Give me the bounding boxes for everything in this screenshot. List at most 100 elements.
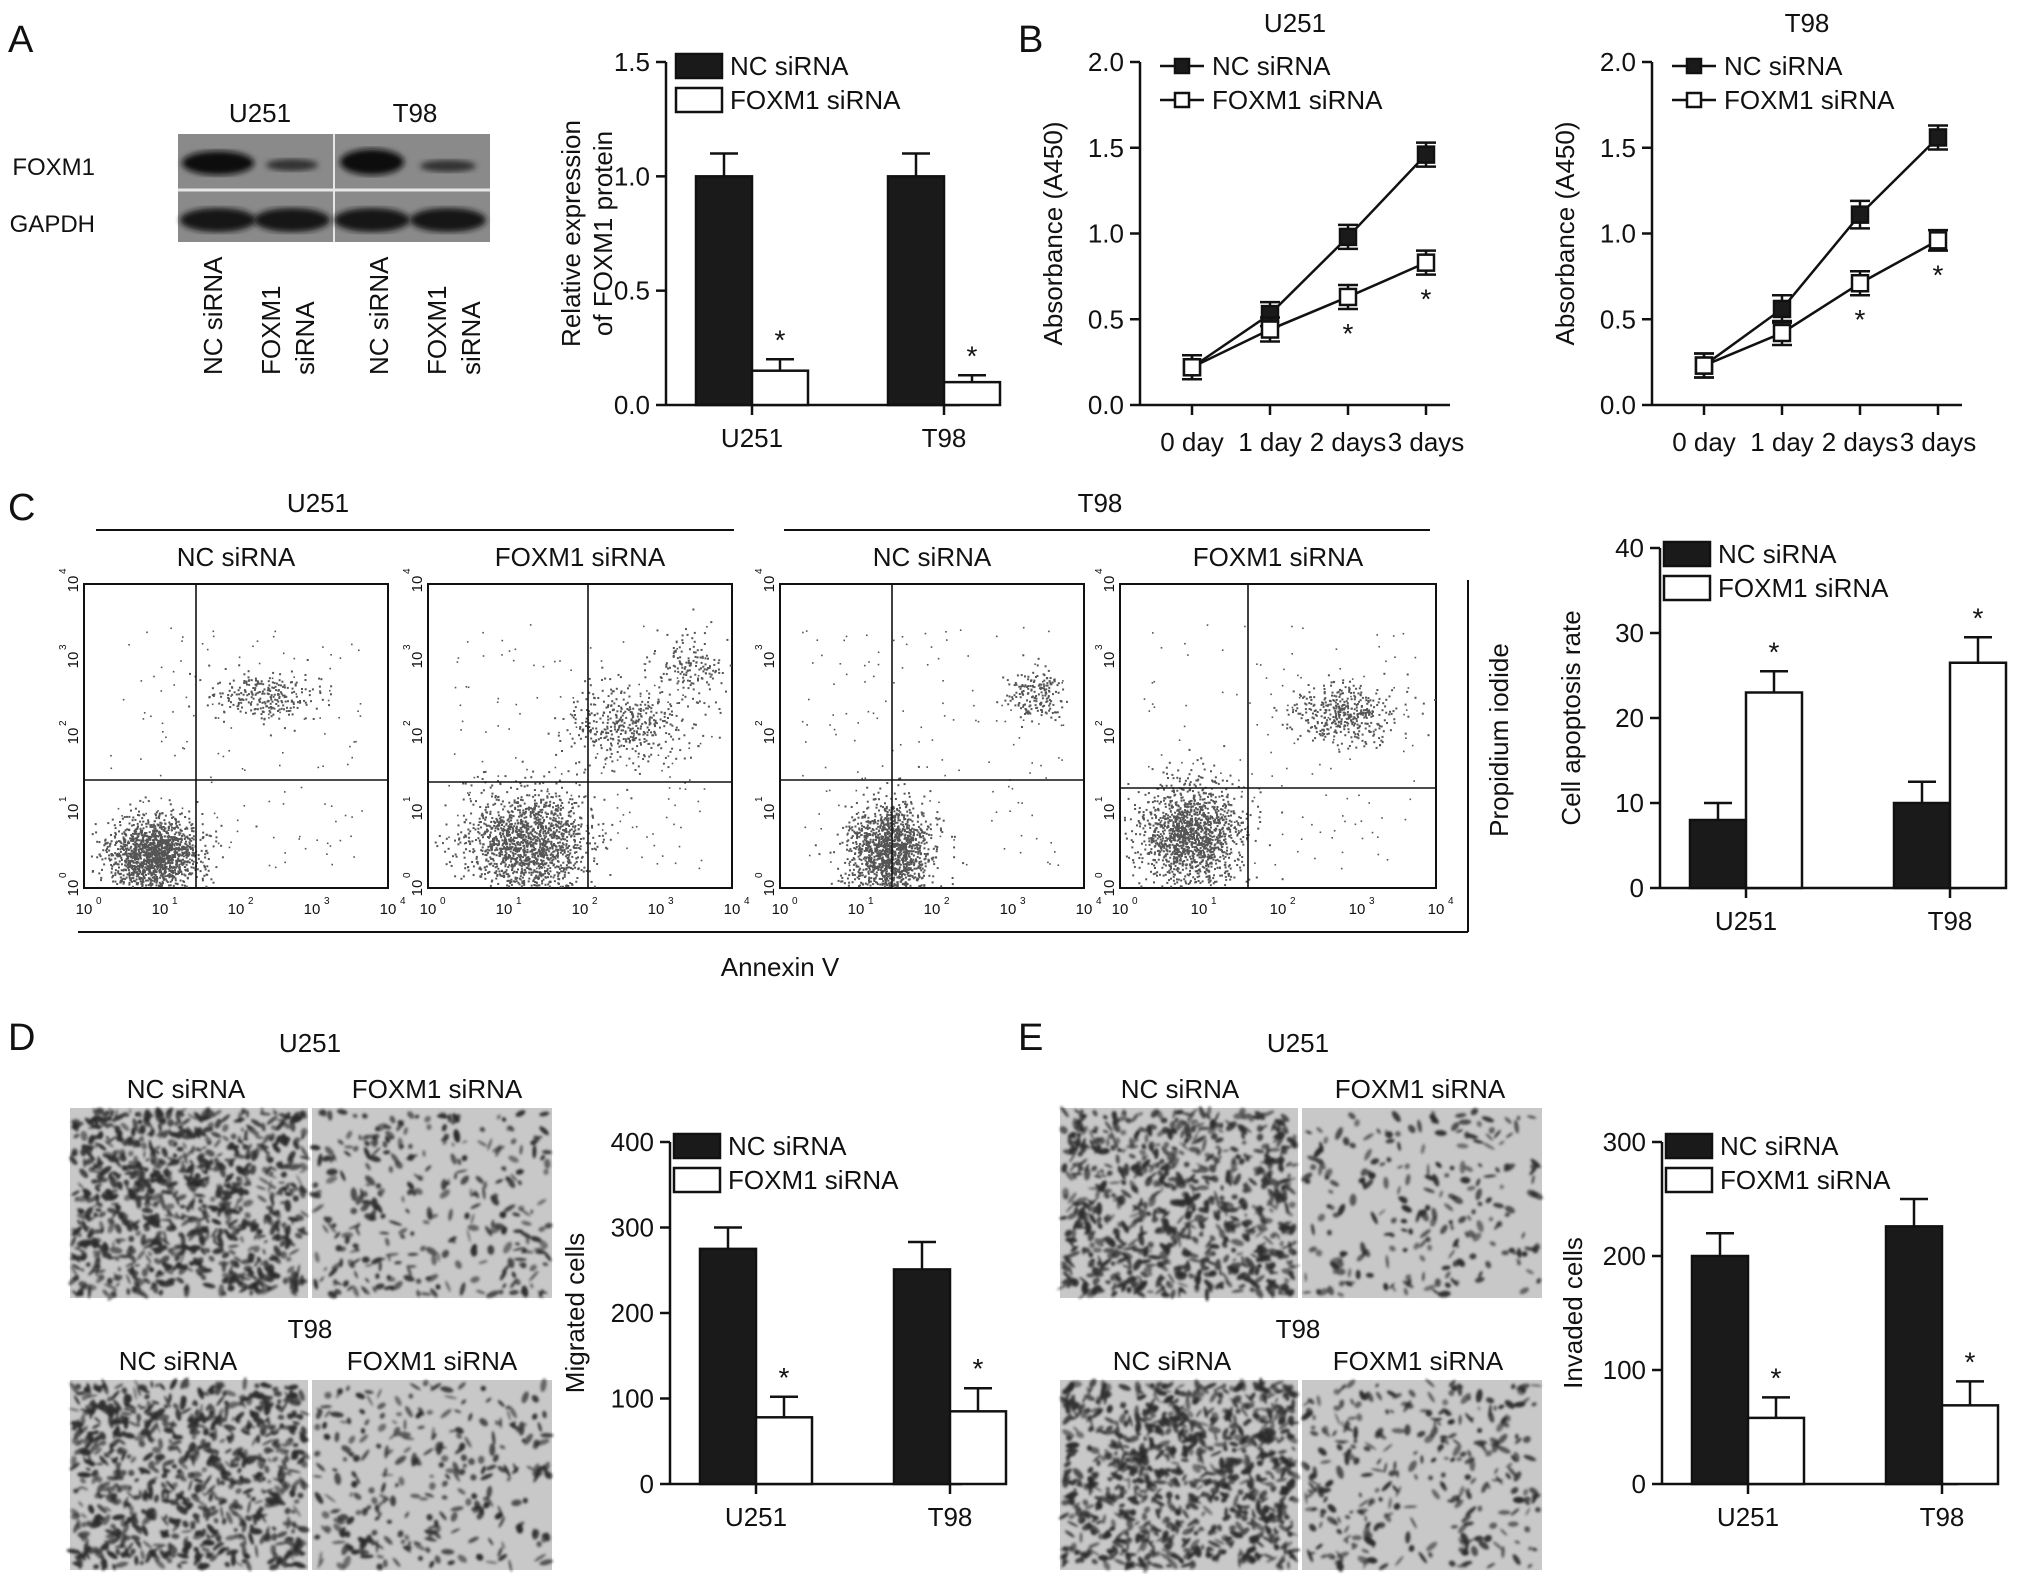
flow-event	[644, 703, 647, 706]
flow-event	[550, 810, 553, 813]
flow-event	[629, 740, 631, 742]
flow-event	[519, 875, 522, 878]
flow-event	[530, 871, 533, 874]
flow-event	[176, 883, 179, 886]
flow-event	[525, 831, 528, 834]
flow-event	[152, 866, 155, 869]
flow-event	[860, 822, 863, 825]
flow-event	[605, 735, 608, 738]
flow-event	[111, 865, 114, 868]
flow-event	[560, 820, 563, 823]
flow-event	[549, 880, 552, 883]
flow-event	[482, 631, 484, 634]
flow-event	[507, 818, 510, 821]
flow-event	[625, 740, 628, 743]
flow-event	[617, 735, 620, 738]
flow-event	[488, 870, 491, 873]
flow-event	[277, 704, 280, 707]
flow-event	[920, 860, 923, 863]
flow-event	[897, 847, 900, 850]
flow-event	[555, 835, 558, 837]
flow-event	[143, 863, 146, 865]
flow-event	[520, 821, 523, 823]
flow-event	[158, 863, 161, 866]
flow-event	[204, 853, 207, 856]
flow-event	[534, 782, 537, 785]
flow-event	[510, 786, 512, 789]
flow-event	[866, 807, 869, 810]
flow-event	[508, 838, 511, 841]
flow-event	[204, 844, 207, 847]
flow-event	[521, 799, 524, 802]
flow-event	[130, 856, 133, 859]
flow-event	[556, 820, 559, 823]
flow-event	[167, 836, 170, 839]
flow-event	[692, 645, 695, 648]
flow-event	[533, 789, 536, 791]
flow-event	[912, 858, 915, 861]
flow-event	[533, 877, 536, 880]
flow-event	[646, 707, 649, 710]
flow-event	[263, 692, 266, 695]
flow-event	[868, 860, 871, 863]
flow-event	[558, 779, 561, 782]
flow-event	[90, 855, 93, 858]
flow-event	[299, 835, 301, 838]
flow-event	[162, 876, 165, 879]
flow-event	[567, 801, 570, 804]
flow-event	[581, 691, 584, 694]
flow-event	[154, 832, 157, 835]
flow-event	[535, 874, 538, 877]
flow-event	[353, 741, 355, 743]
flow-event	[653, 652, 656, 655]
flow-event	[485, 865, 488, 868]
flow-event	[661, 855, 664, 857]
flow-event	[477, 831, 480, 833]
flow-event	[244, 769, 246, 771]
flow-event	[135, 854, 138, 857]
flow-event	[176, 853, 179, 856]
flow-event	[248, 693, 250, 696]
flow-event	[614, 728, 616, 731]
flow-event	[567, 885, 570, 887]
flow-event	[293, 676, 295, 678]
flow-event	[257, 691, 260, 694]
flow-event	[923, 832, 926, 835]
flow-event	[512, 849, 515, 852]
lane-label-2: FOXM1 siRNA	[256, 285, 320, 375]
flow-event	[495, 863, 498, 865]
flow-event	[480, 814, 483, 817]
flow-event	[872, 822, 875, 825]
flow-event	[856, 834, 859, 836]
flow-plot-frame	[779, 583, 1085, 889]
flow-event	[500, 847, 503, 850]
flow-event	[856, 836, 859, 838]
flow-event	[919, 827, 922, 830]
flow-event	[485, 731, 487, 733]
flow-event	[525, 851, 528, 854]
flow-event	[134, 847, 137, 850]
flow-event	[544, 839, 547, 842]
flow-event	[526, 859, 529, 862]
flow-event	[578, 761, 581, 764]
flow-event	[853, 873, 856, 876]
flow-event	[676, 657, 679, 660]
flow-event	[536, 867, 538, 870]
flow-event	[571, 798, 574, 801]
flow-event	[155, 839, 158, 842]
flow-event	[120, 857, 123, 859]
flow-event	[189, 845, 192, 848]
flow-event	[182, 855, 185, 858]
flow-event	[161, 840, 164, 843]
flow-cellline-t98: T98	[1078, 488, 1123, 518]
flow-event	[504, 863, 507, 866]
flow-event	[170, 844, 173, 847]
flow-event	[560, 817, 563, 820]
flow-event	[351, 756, 353, 759]
flow-event	[542, 665, 545, 668]
flow-event	[208, 696, 211, 698]
flow-event	[627, 737, 630, 740]
flow-event	[607, 715, 609, 718]
flow-event	[518, 883, 521, 886]
flow-event	[177, 838, 180, 840]
